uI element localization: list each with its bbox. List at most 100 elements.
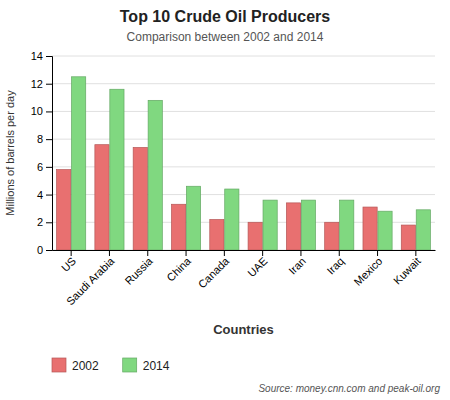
- bar: [57, 170, 71, 250]
- tick-mark: [46, 195, 52, 196]
- legend-item: 2014: [123, 358, 170, 373]
- tick-mark: [300, 250, 301, 256]
- bar: [401, 225, 415, 250]
- legend-label: 2002: [72, 359, 99, 373]
- axis-line: [46, 57, 53, 251]
- bar: [171, 204, 185, 250]
- tick: 6: [37, 161, 52, 173]
- tick-mark: [46, 56, 52, 57]
- grid-line: [52, 222, 435, 223]
- tick-mark: [109, 250, 110, 256]
- grid-line: [52, 111, 435, 112]
- x-axis: USSaudi ArabiaRussia ChinaCanada UAE Iran Ir…: [53, 250, 436, 307]
- tick: Saudi Arabia: [64, 250, 117, 307]
- legend-swatch: [52, 358, 66, 372]
- tick-mark: [46, 167, 52, 168]
- tick: US: [59, 250, 78, 274]
- tick-mark: [46, 139, 52, 140]
- bars: [57, 77, 431, 250]
- tick-mark: [377, 250, 378, 256]
- tick-label: Saudi Arabia: [64, 254, 117, 307]
- legend-swatch: [123, 358, 137, 372]
- chart: Top 10 Crude Oil Producers Comparison bet…: [0, 0, 450, 400]
- y-label: Millions of barrels per day: [4, 90, 16, 216]
- grid-line: [52, 166, 435, 167]
- tick-label: UAE: [245, 255, 269, 279]
- tick-label: 10: [31, 105, 43, 117]
- tick: China: [164, 250, 193, 284]
- tick-mark: [339, 250, 340, 256]
- tick-label: 2: [37, 216, 43, 228]
- tick: Canada: [196, 250, 232, 290]
- tick: 2: [37, 216, 52, 228]
- tick: Kuwait: [391, 250, 423, 287]
- source: Source: money.cnn.com and peak-oil.org: [258, 383, 440, 394]
- bar: [248, 222, 262, 250]
- tick: 4: [37, 189, 52, 201]
- tick: Iraq: [324, 250, 346, 277]
- legend-label: 2014: [143, 359, 170, 373]
- tick-mark: [224, 250, 225, 256]
- plot: 0 2 4 6 8 10 12 14 USSaudi ArabiaRussia ChinaCana…: [31, 50, 436, 307]
- tick-label: Mexico: [351, 255, 384, 288]
- grid-line: [52, 56, 435, 57]
- tick-label: 8: [37, 133, 43, 145]
- bar: [378, 211, 392, 250]
- tick: 10: [31, 105, 52, 117]
- grid-line: [52, 83, 435, 84]
- tick-mark: [46, 111, 52, 112]
- tick-label: 12: [31, 78, 43, 90]
- tick-label: 0: [37, 244, 43, 256]
- bar: [95, 145, 109, 250]
- bar: [363, 207, 377, 250]
- tick-mark: [147, 250, 148, 256]
- bar: [110, 89, 124, 250]
- tick: Russia: [122, 250, 155, 287]
- tick: 12: [31, 78, 52, 90]
- tick-label: Canada: [196, 254, 232, 290]
- tick-mark: [46, 84, 52, 85]
- tick-mark: [186, 250, 187, 256]
- tick-label: China: [164, 254, 193, 283]
- subtitle: Comparison between 2002 and 2014: [127, 30, 324, 44]
- tick: Mexico: [351, 250, 384, 288]
- bar-series: [72, 77, 431, 250]
- grid: [52, 56, 435, 250]
- tick-label: US: [59, 255, 78, 274]
- bar: [186, 186, 200, 250]
- tick-label: 14: [31, 50, 43, 62]
- tick-mark: [46, 222, 52, 223]
- bar: [416, 210, 430, 250]
- grid-line: [52, 139, 435, 140]
- bar: [133, 147, 147, 250]
- bar: [340, 200, 354, 250]
- tick-label: 4: [37, 189, 43, 201]
- y-axis: 0 2 4 6 8 10 12 14: [31, 50, 53, 256]
- tick-mark: [71, 250, 72, 256]
- bar: [325, 222, 339, 250]
- bar: [148, 100, 162, 250]
- bar: [286, 203, 300, 250]
- bar: [301, 200, 315, 250]
- bar: [210, 220, 224, 250]
- bar: [72, 77, 86, 250]
- tick-label: Russia: [122, 254, 155, 287]
- tick: 14: [31, 50, 52, 62]
- tick-mark: [262, 250, 263, 256]
- legend: 2002 2014: [52, 358, 170, 373]
- tick: UAE: [245, 250, 269, 279]
- tick-label: Iran: [286, 255, 308, 277]
- bar: [263, 200, 277, 250]
- grid-line: [52, 194, 435, 195]
- legend-item: 2002: [52, 358, 99, 373]
- x-label: Countries: [213, 322, 274, 337]
- tick: Iran: [286, 250, 308, 277]
- bar: [225, 189, 239, 250]
- tick-label: Kuwait: [391, 255, 423, 287]
- tick-label: Iraq: [324, 255, 346, 277]
- tick: 0: [37, 244, 52, 256]
- title: Top 10 Crude Oil Producers: [120, 8, 331, 25]
- tick-label: 6: [37, 161, 43, 173]
- tick-mark: [46, 250, 52, 251]
- tick-mark: [415, 250, 416, 256]
